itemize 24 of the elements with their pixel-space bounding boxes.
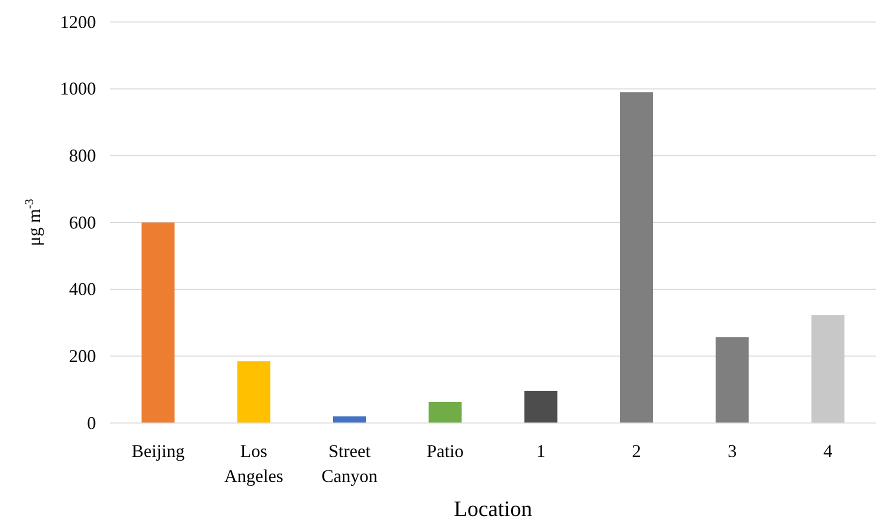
x-tick-label: 1: [536, 441, 546, 461]
bar: [620, 92, 654, 423]
x-tick-label: Beijing: [132, 441, 185, 461]
bar: [142, 222, 175, 423]
y-tick-label: 800: [69, 145, 96, 166]
x-axis-title: Location: [454, 496, 532, 521]
y-tick-label: 1200: [60, 12, 96, 32]
y-tick-label: 200: [69, 346, 96, 366]
bar: [716, 337, 749, 423]
y-tick-label: 400: [69, 279, 96, 300]
bar: [237, 361, 270, 423]
bar: [332, 416, 366, 423]
bar: [811, 315, 844, 423]
x-tick-label: Los Angeles: [224, 441, 284, 486]
x-tick-label: Street Canyon: [321, 441, 378, 486]
x-tick-label: Patio: [426, 441, 464, 461]
x-tick-label: 4: [823, 441, 832, 461]
x-tick-label: 2: [632, 441, 642, 461]
y-tick-label: 600: [69, 212, 96, 232]
bar: [428, 402, 462, 423]
x-tick-label: 3: [728, 441, 737, 461]
y-tick-label: 1000: [60, 78, 96, 99]
bar: [524, 390, 558, 423]
y-tick-label: 0: [87, 412, 96, 433]
